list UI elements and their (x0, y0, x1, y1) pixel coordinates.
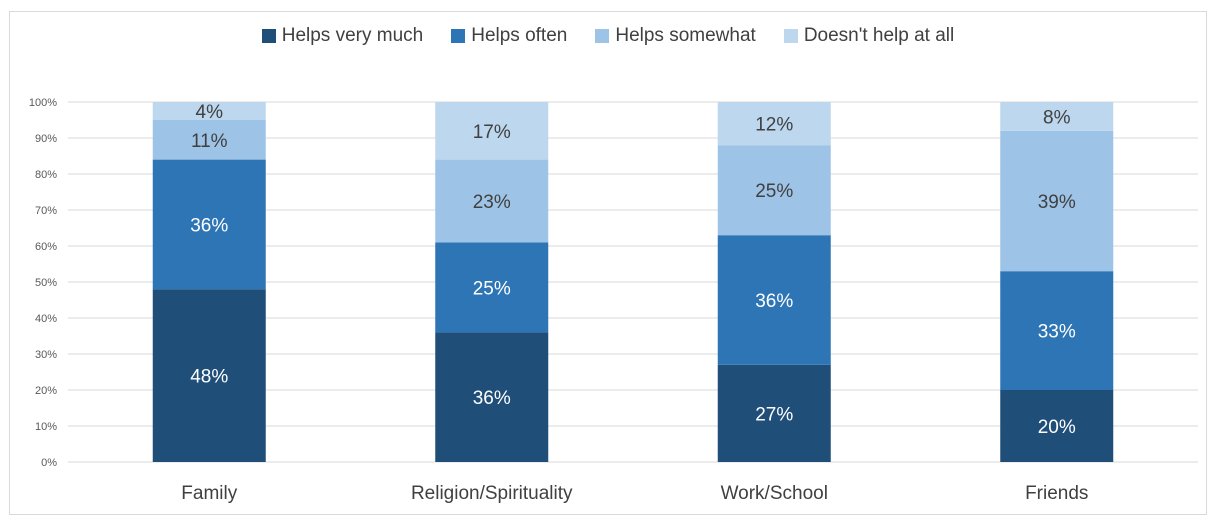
data-label: 25% (473, 278, 511, 299)
x-category-label: Religion/Spirituality (411, 483, 573, 504)
data-label: 17% (473, 122, 511, 143)
bar-segment (1000, 130, 1114, 272)
bar-segment (152, 120, 266, 160)
legend-item: Helps very much (261, 25, 424, 47)
bar-segment (717, 235, 831, 365)
bar-segment (1000, 271, 1114, 390)
legend-swatch (595, 29, 610, 43)
data-label: 11% (191, 131, 228, 152)
y-tick-label: 40% (35, 313, 57, 325)
bar-segment (717, 102, 831, 146)
data-label: 36% (473, 388, 511, 409)
bar-segment (435, 102, 549, 160)
data-label: 12% (755, 115, 793, 136)
legend-label: Helps somewhat (615, 25, 756, 46)
bar-segment (435, 242, 549, 333)
bar-segment (1000, 102, 1114, 131)
data-label: 4% (196, 102, 224, 123)
bar-segment (1000, 390, 1114, 462)
bar-segment (152, 159, 266, 290)
legend-label: Helps often (471, 25, 568, 46)
y-tick-label: 10% (35, 421, 57, 433)
data-label: 36% (190, 215, 228, 236)
legend-item: Helps somewhat (595, 25, 756, 47)
bar-segment (435, 159, 549, 243)
y-tick-label: 70% (35, 205, 57, 217)
x-category-label: Work/School (721, 483, 828, 504)
bar-segment (717, 145, 831, 236)
data-label: 27% (755, 404, 793, 425)
y-tick-label: 20% (35, 385, 57, 397)
x-category-label: Family (181, 483, 237, 504)
y-tick-label: 90% (35, 133, 57, 145)
data-label: 25% (755, 181, 793, 202)
legend-swatch (451, 29, 466, 43)
x-category-label: Friends (1025, 483, 1088, 504)
data-label: 8% (1043, 107, 1071, 128)
legend-swatch (783, 29, 798, 43)
bar-segment (152, 102, 266, 120)
bar-segment (152, 289, 266, 462)
legend-item: Helps often (451, 25, 567, 47)
y-tick-label: 60% (35, 241, 57, 253)
data-label: 39% (1038, 192, 1076, 213)
legend-swatch (261, 29, 276, 43)
y-tick-label: 30% (35, 349, 57, 361)
y-tick-label: 100% (29, 97, 57, 109)
y-tick-label: 0% (41, 457, 57, 469)
legend-label: Helps very much (281, 25, 424, 46)
legend-label: Doesn't help at all (803, 25, 955, 46)
bar-segment (717, 364, 831, 462)
y-tick-label: 50% (35, 277, 57, 289)
data-label: 36% (755, 291, 793, 312)
data-label: 48% (190, 367, 228, 388)
data-label: 33% (1038, 322, 1076, 343)
legend: Helps very much Helps often Helps somewh… (0, 25, 1216, 47)
y-tick-label: 80% (35, 169, 57, 181)
bar-segment (435, 332, 549, 462)
data-label: 20% (1038, 417, 1076, 438)
legend-item: Doesn't help at all (783, 25, 955, 47)
data-label: 23% (473, 192, 511, 213)
